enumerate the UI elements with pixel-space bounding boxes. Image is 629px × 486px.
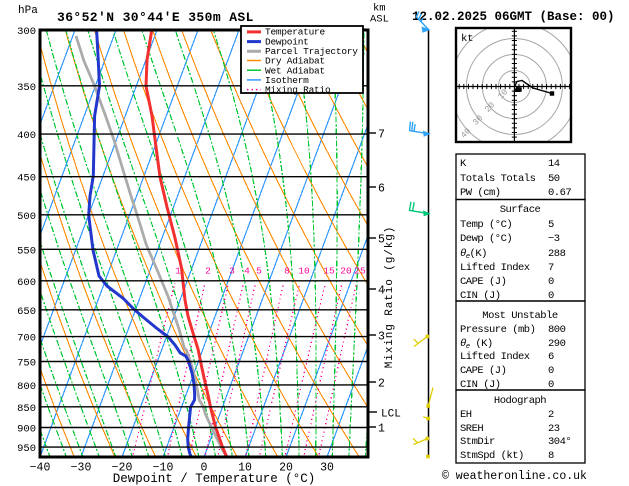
svg-text:10: 10 xyxy=(238,462,252,475)
svg-text:LCL: LCL xyxy=(381,409,401,421)
svg-text:5: 5 xyxy=(548,219,554,231)
svg-text:0: 0 xyxy=(548,379,554,391)
svg-text:CIN (J): CIN (J) xyxy=(460,290,501,302)
svg-text:4: 4 xyxy=(244,266,250,277)
svg-text:Hodograph: Hodograph xyxy=(494,395,546,407)
svg-text:Mixing Ratio: Mixing Ratio xyxy=(265,85,331,96)
svg-text:20: 20 xyxy=(279,462,293,475)
svg-text:850: 850 xyxy=(17,403,36,415)
svg-text:Temperature: Temperature xyxy=(265,27,326,38)
svg-text:350: 350 xyxy=(17,82,36,94)
svg-text:Wet Adiabat: Wet Adiabat xyxy=(265,65,325,76)
svg-text:800: 800 xyxy=(548,324,566,336)
svg-text:© weatheronline.co.uk: © weatheronline.co.uk xyxy=(442,470,587,483)
svg-text:6: 6 xyxy=(378,183,385,196)
svg-text:−40: −40 xyxy=(30,462,51,475)
svg-text:750: 750 xyxy=(17,358,36,370)
svg-text:550: 550 xyxy=(17,245,36,257)
svg-text:Parcel Trajectory: Parcel Trajectory xyxy=(265,46,358,57)
svg-text:8: 8 xyxy=(548,450,554,462)
svg-text:−30: −30 xyxy=(71,462,92,475)
svg-text:Surface: Surface xyxy=(500,204,541,216)
svg-text:300: 300 xyxy=(17,26,36,38)
svg-text:−3: −3 xyxy=(548,233,560,245)
svg-text:−20: −20 xyxy=(112,462,133,475)
svg-text:θe(K): θe(K) xyxy=(460,248,487,261)
svg-text:0.67: 0.67 xyxy=(548,187,571,199)
svg-text:Pressure (mb): Pressure (mb) xyxy=(460,324,535,336)
svg-text:Dewpoint / Temperature (°C): Dewpoint / Temperature (°C) xyxy=(113,472,316,486)
svg-text:36°52'N 30°44'E 350m ASL: 36°52'N 30°44'E 350m ASL xyxy=(57,10,254,25)
svg-text:5: 5 xyxy=(378,234,385,247)
svg-text:23: 23 xyxy=(548,423,560,435)
svg-text:SREH: SREH xyxy=(460,423,483,435)
svg-text:800: 800 xyxy=(17,381,36,393)
svg-text:km: km xyxy=(373,3,386,15)
svg-text:CAPE (J): CAPE (J) xyxy=(460,365,506,377)
svg-text:PW (cm): PW (cm) xyxy=(460,187,501,199)
svg-text:Lifted Index: Lifted Index xyxy=(460,262,530,274)
svg-text:0: 0 xyxy=(548,290,554,302)
svg-text:kt: kt xyxy=(461,33,474,45)
svg-text:0: 0 xyxy=(548,276,554,288)
svg-text:400: 400 xyxy=(17,130,36,142)
svg-text:450: 450 xyxy=(17,173,36,185)
svg-text:15: 15 xyxy=(323,266,335,277)
svg-text:Dry Adiabat: Dry Adiabat xyxy=(265,56,325,67)
svg-text:25: 25 xyxy=(354,266,366,277)
svg-text:1: 1 xyxy=(175,266,181,277)
svg-text:ASL: ASL xyxy=(370,14,389,26)
svg-text:3: 3 xyxy=(378,331,385,344)
svg-text:30: 30 xyxy=(320,462,334,475)
svg-text:7: 7 xyxy=(378,129,385,142)
svg-text:500: 500 xyxy=(17,211,36,223)
svg-text:Totals Totals: Totals Totals xyxy=(460,173,536,185)
svg-text:2: 2 xyxy=(378,378,385,391)
svg-text:0: 0 xyxy=(201,462,208,475)
svg-text:−10: −10 xyxy=(153,462,174,475)
svg-text:12.02.2025 06GMT (Base: 00): 12.02.2025 06GMT (Base: 00) xyxy=(412,10,615,24)
svg-text:2: 2 xyxy=(548,409,554,421)
svg-text:EH: EH xyxy=(460,409,472,421)
svg-text:CAPE (J): CAPE (J) xyxy=(460,276,506,288)
svg-text:StmDir: StmDir xyxy=(460,436,495,448)
svg-text:4: 4 xyxy=(378,285,385,298)
svg-text:Dewp (°C): Dewp (°C) xyxy=(460,233,512,245)
svg-text:Isotherm: Isotherm xyxy=(265,75,309,86)
svg-text:Dewpoint: Dewpoint xyxy=(265,36,309,47)
svg-text:20: 20 xyxy=(340,266,352,277)
svg-text:6: 6 xyxy=(548,351,554,363)
svg-text:StmSpd (kt): StmSpd (kt) xyxy=(460,450,524,462)
svg-text:7: 7 xyxy=(548,262,554,274)
svg-text:K: K xyxy=(460,158,467,170)
svg-text:14: 14 xyxy=(548,158,560,170)
svg-text:2: 2 xyxy=(205,266,211,277)
svg-text:304°: 304° xyxy=(548,436,571,448)
svg-text:290: 290 xyxy=(548,338,566,350)
svg-text:5: 5 xyxy=(256,266,262,277)
svg-text:hPa: hPa xyxy=(18,5,38,17)
svg-text:700: 700 xyxy=(17,333,36,345)
svg-text:900: 900 xyxy=(17,424,36,436)
svg-text:Lifted Index: Lifted Index xyxy=(460,351,530,363)
svg-text:600: 600 xyxy=(17,277,36,289)
svg-text:8: 8 xyxy=(284,266,290,277)
svg-text:10: 10 xyxy=(298,266,310,277)
svg-text:Mixing Ratio (g/kg): Mixing Ratio (g/kg) xyxy=(384,226,396,369)
svg-text:Most Unstable: Most Unstable xyxy=(482,310,558,322)
svg-text:650: 650 xyxy=(17,306,36,318)
svg-text:50: 50 xyxy=(548,173,560,185)
svg-text:3: 3 xyxy=(229,266,235,277)
svg-text:θe (K): θe (K) xyxy=(460,338,493,351)
svg-text:Temp (°C): Temp (°C) xyxy=(460,219,512,231)
svg-text:950: 950 xyxy=(17,443,36,455)
svg-text:1: 1 xyxy=(378,423,385,436)
svg-text:CIN (J): CIN (J) xyxy=(460,379,501,391)
svg-text:0: 0 xyxy=(548,365,554,377)
svg-text:288: 288 xyxy=(548,248,566,260)
